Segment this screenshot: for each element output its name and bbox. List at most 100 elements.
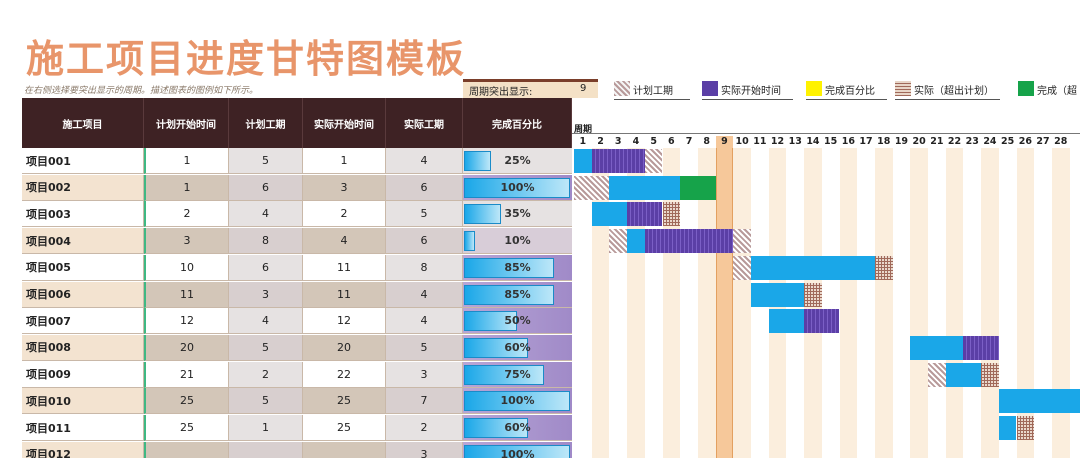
actual-duration-cell[interactable]: 4 (386, 281, 463, 308)
plan-start-cell[interactable]: 2 (144, 201, 229, 228)
plan-duration-cell[interactable]: 5 (229, 388, 303, 415)
plan-duration-cell[interactable]: 3 (229, 281, 303, 308)
actual-start-cell[interactable]: 22 (303, 361, 386, 388)
period-tick: 1 (579, 136, 587, 147)
project-name-cell[interactable]: 项目006 (22, 281, 144, 308)
project-name-cell[interactable]: 项目004 (22, 228, 144, 255)
project-name-cell[interactable]: 项目010 (22, 388, 144, 415)
actual-duration-cell[interactable]: 4 (386, 148, 463, 174)
plan-start-cell[interactable]: 11 (144, 281, 229, 308)
actual-start-cell[interactable]: 3 (303, 174, 386, 201)
plan-duration-cell[interactable]: 4 (229, 201, 303, 228)
percent-complete-cell: 25% (463, 148, 572, 174)
period-tick: 13 (788, 136, 802, 147)
project-name-cell[interactable]: 项目012 (22, 441, 144, 458)
percent-text: 50% (504, 314, 531, 328)
plan-duration-cell[interactable]: 5 (229, 334, 303, 361)
period-tick: 14 (806, 136, 820, 147)
plan-start-cell[interactable]: 21 (144, 361, 229, 388)
gantt-complete-bar (751, 282, 805, 307)
actual-start-cell[interactable]: 1 (303, 148, 386, 174)
gantt-actual-bar (963, 335, 999, 360)
actual-start-cell[interactable]: 2 (303, 201, 386, 228)
period-column (1034, 148, 1052, 458)
actual-start-cell[interactable]: 20 (303, 334, 386, 361)
project-name-cell[interactable]: 项目011 (22, 415, 144, 441)
period-column (1016, 148, 1035, 458)
actual-start-cell[interactable]: 11 (303, 254, 386, 281)
actual-duration-cell[interactable]: 2 (386, 415, 463, 441)
legend-item-actual-start: 实际开始时间 (702, 80, 797, 100)
actual-duration-cell[interactable]: 3 (386, 441, 463, 458)
actual-duration-cell[interactable]: 4 (386, 308, 463, 335)
period-column (680, 148, 698, 458)
actual-duration-cell[interactable]: 5 (386, 201, 463, 228)
period-tick: 18 (877, 136, 891, 147)
plan-duration-cell[interactable]: 1 (229, 415, 303, 441)
project-name-cell[interactable]: 项目003 (22, 201, 144, 228)
plan-start-cell[interactable]: 3 (144, 228, 229, 255)
period-tick: 16 (841, 136, 855, 147)
period-column (839, 148, 858, 458)
plan-duration-cell[interactable]: 4 (229, 308, 303, 335)
project-name-cell[interactable]: 项目005 (22, 254, 144, 281)
actual-duration-cell[interactable]: 6 (386, 228, 463, 255)
actual-duration-cell[interactable]: 7 (386, 388, 463, 415)
gantt-actual-bar (591, 149, 645, 173)
header-plan-duration: 计划工期 (229, 98, 303, 148)
plan-start-cell[interactable]: 25 (144, 415, 229, 441)
gantt-plan-bar (609, 229, 628, 254)
gantt-complete-bar (945, 362, 982, 387)
header-percent-complete: 完成百分比 (463, 98, 572, 148)
project-name-cell[interactable]: 项目007 (22, 308, 144, 335)
plan-duration-cell[interactable]: 8 (229, 228, 303, 255)
percent-complete-cell: 85% (463, 254, 572, 281)
plan-start-cell[interactable]: 1 (144, 148, 229, 174)
plan-start-cell[interactable]: 25 (144, 388, 229, 415)
legend-label: 完成百分比 (825, 86, 875, 97)
plan-duration-cell[interactable]: 6 (229, 174, 303, 201)
actual-duration-cell[interactable]: 6 (386, 174, 463, 201)
actual-duration-cell[interactable]: 8 (386, 254, 463, 281)
period-highlight-input[interactable]: 9 (580, 83, 587, 94)
plan-duration-cell[interactable]: 5 (229, 148, 303, 174)
project-name-cell[interactable]: 项目002 (22, 174, 144, 201)
project-name-cell[interactable]: 项目008 (22, 334, 144, 361)
project-name-cell[interactable]: 项目001 (22, 148, 144, 174)
percent-bar (464, 311, 517, 332)
gantt-actual-bar (644, 229, 734, 254)
actual-start-cell[interactable]: 4 (303, 228, 386, 255)
hint-text: 在右侧选择要突出显示的周期。描述图表的图例如下所示。 (24, 86, 259, 96)
percent-text: 75% (504, 367, 531, 381)
actual-duration-cell[interactable]: 3 (386, 361, 463, 388)
percent-complete-cell: 100% (463, 174, 572, 201)
percent-text: 100% (500, 447, 535, 458)
period-tick: 11 (753, 136, 767, 147)
actual-swatch-icon (702, 81, 718, 96)
plan-start-cell[interactable]: 12 (144, 308, 229, 335)
percent-text: 10% (504, 234, 531, 248)
percent-complete-cell: 60% (463, 334, 572, 361)
percent-bar (464, 284, 555, 305)
timeline-label: 周期 (574, 125, 593, 135)
gantt-plan-bar (574, 175, 610, 200)
plan-duration-cell[interactable]: 6 (229, 254, 303, 281)
actual-start-cell[interactable]: 25 (303, 388, 386, 415)
project-name-cell[interactable]: 项目009 (22, 361, 144, 388)
gantt-complete-bar (574, 149, 592, 173)
plan-duration-cell[interactable] (229, 441, 303, 458)
legend-label: 完成（超 (1037, 86, 1077, 97)
actual-start-cell[interactable] (303, 441, 386, 458)
actual-start-cell[interactable]: 11 (303, 281, 386, 308)
plan-start-cell[interactable]: 1 (144, 174, 229, 201)
actual-start-cell[interactable]: 25 (303, 415, 386, 441)
plan-start-cell[interactable] (144, 441, 229, 458)
percent-text: 85% (504, 260, 531, 274)
plan-start-cell[interactable]: 20 (144, 334, 229, 361)
period-column (821, 148, 840, 458)
plan-start-cell[interactable]: 10 (144, 254, 229, 281)
plan-duration-cell[interactable]: 2 (229, 361, 303, 388)
period-highlight-box: 周期突出显示: 9 (463, 79, 598, 98)
actual-duration-cell[interactable]: 5 (386, 334, 463, 361)
actual-start-cell[interactable]: 12 (303, 308, 386, 335)
